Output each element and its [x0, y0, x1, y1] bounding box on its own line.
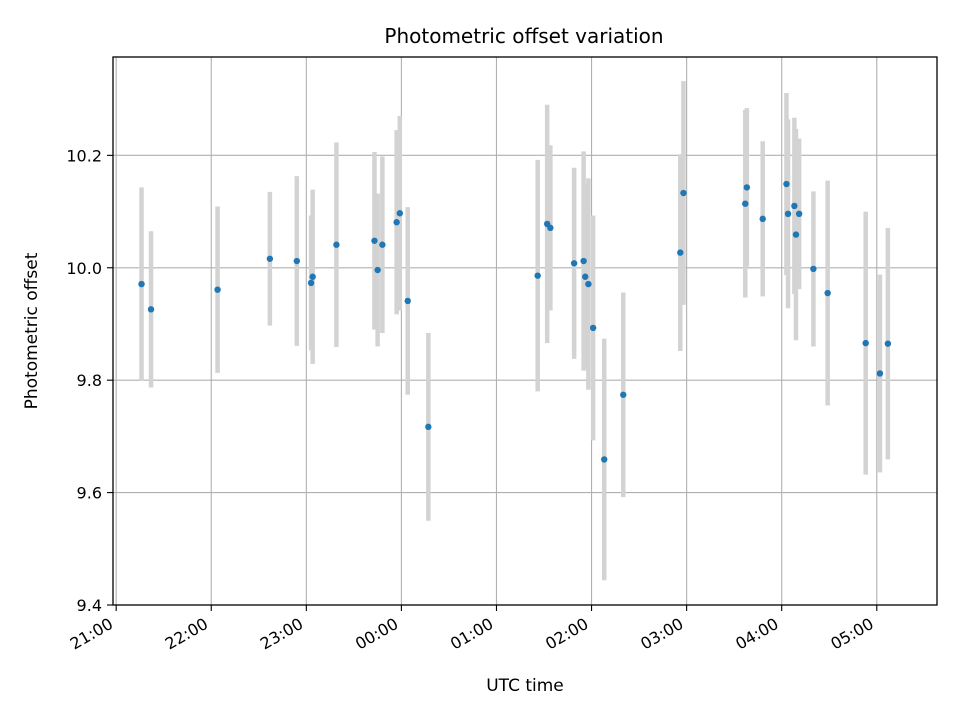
data-point — [759, 215, 766, 223]
data-point — [677, 249, 684, 256]
x-axis-label: UTC time — [486, 676, 564, 696]
data-point — [374, 266, 381, 274]
data-point — [393, 219, 400, 226]
data-point — [309, 273, 316, 280]
data-point — [784, 210, 792, 218]
data-point — [147, 306, 155, 313]
data-point — [371, 237, 378, 244]
data-point — [876, 370, 884, 377]
data-point — [791, 202, 798, 210]
data-point — [589, 324, 597, 332]
y-tick-label: 10.0 — [66, 259, 102, 278]
data-point — [742, 200, 749, 207]
data-point — [396, 210, 404, 217]
data-point — [582, 273, 589, 280]
y-axis: 9.4 9.6 9.8 10.0 10.2 — [66, 146, 113, 615]
y-axis-label: Photometric offset — [22, 252, 42, 409]
data-point — [792, 231, 800, 238]
y-tick-label: 10.2 — [66, 146, 102, 165]
data-point — [580, 257, 587, 265]
data-point — [795, 210, 803, 218]
data-point — [570, 260, 578, 267]
data-point — [743, 184, 751, 191]
data-point — [783, 180, 790, 188]
y-tick-label: 9.4 — [77, 596, 102, 615]
data-point — [620, 391, 627, 398]
data-point — [601, 456, 608, 463]
data-point — [884, 340, 892, 347]
data-point — [680, 189, 687, 197]
chart-title: Photometric offset variation — [384, 24, 663, 48]
data-point — [214, 286, 221, 293]
data-point — [534, 272, 541, 279]
data-point — [862, 339, 869, 347]
plot-frame — [112, 56, 938, 606]
data-point — [379, 241, 386, 248]
data-point — [404, 297, 411, 305]
data-point — [425, 423, 432, 431]
data-point — [307, 279, 315, 287]
data-points — [138, 180, 892, 463]
data-point — [824, 289, 831, 297]
data-point — [138, 280, 145, 288]
data-point — [293, 257, 301, 265]
y-tick-label: 9.6 — [77, 484, 102, 503]
data-point — [547, 224, 554, 232]
data-point — [333, 241, 340, 248]
y-tick-label: 9.8 — [77, 371, 102, 390]
data-point — [266, 255, 274, 262]
data-point — [585, 280, 592, 288]
data-point — [810, 265, 817, 273]
